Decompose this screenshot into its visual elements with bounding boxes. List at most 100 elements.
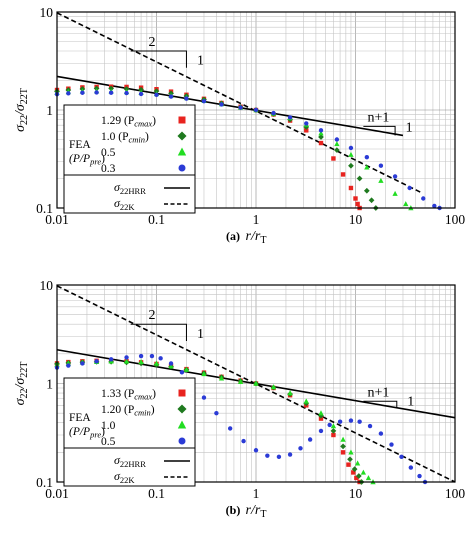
marker-circle <box>367 423 373 429</box>
x-tick-label: 10 <box>349 212 363 227</box>
marker-triangle <box>168 363 174 369</box>
marker-diamond <box>356 175 363 182</box>
marker-circle <box>66 363 71 368</box>
x-tick-label: 1 <box>253 212 260 227</box>
marker-triangle <box>348 151 354 157</box>
marker-circle <box>378 431 384 436</box>
marker-circle <box>392 174 398 179</box>
legend-group-label-2: (P/Ppre) <box>69 426 105 440</box>
marker-diamond <box>363 187 370 194</box>
x-tick-label: 0.01 <box>45 486 69 501</box>
legend-entry-label: 0.5 <box>101 436 116 448</box>
slope-k-label-1: 1 <box>197 54 204 69</box>
marker-triangle <box>303 398 309 404</box>
marker-diamond <box>177 404 187 414</box>
slope-triangle-hrr-shape <box>363 125 396 136</box>
marker-circle <box>80 90 85 95</box>
marker-square <box>178 116 186 124</box>
legend-hrr-label: σ22HRR <box>114 180 146 196</box>
marker-triangle <box>364 164 370 170</box>
marker-circle <box>241 438 246 444</box>
marker-square <box>318 140 324 146</box>
y-tick-label: 0.1 <box>36 475 53 490</box>
marker-circle <box>158 356 163 361</box>
x-axis-label: r/rT <box>246 229 267 246</box>
slope-hrr-label-n1: n+1 <box>367 385 389 400</box>
marker-circle <box>168 361 174 366</box>
marker-circle <box>407 185 412 191</box>
marker-square <box>354 475 359 481</box>
legend-group-label: FEA <box>69 139 91 151</box>
slope-k-label-2: 2 <box>148 308 155 323</box>
marker-circle <box>138 91 144 97</box>
legend-group-label-2: (P/Ppre) <box>69 153 105 167</box>
marker-square <box>348 185 354 191</box>
marker-diamond <box>355 473 362 479</box>
y-tick-label: 1 <box>46 103 53 118</box>
marker-circle <box>348 418 354 423</box>
marker-triangle <box>183 366 190 372</box>
marker-circle <box>337 419 343 424</box>
marker-triangle <box>253 380 259 386</box>
legend-entry-label: 1.20 (Pcmin) <box>101 404 155 418</box>
marker-circle <box>318 428 324 434</box>
marker-circle <box>178 437 186 445</box>
marker-circle <box>154 92 159 97</box>
marker-circle <box>307 437 313 442</box>
marker-circle <box>168 94 174 99</box>
legend-box <box>63 377 196 487</box>
marker-circle <box>66 91 71 96</box>
x-tick-label: 0.1 <box>148 212 165 227</box>
marker-triangle <box>177 147 187 156</box>
marker-diamond <box>330 428 337 434</box>
marker-square <box>340 450 346 455</box>
marker-circle <box>138 353 144 359</box>
slope-triangle-k <box>130 323 187 342</box>
hrr-field-line <box>56 75 404 137</box>
marker-circle <box>108 90 114 95</box>
marker-square <box>331 156 336 161</box>
marker-circle <box>287 115 293 120</box>
marker-diamond <box>348 162 354 169</box>
marker-triangle <box>360 469 367 475</box>
marker-circle <box>399 454 404 460</box>
k-field-line <box>56 12 421 193</box>
marker-circle <box>149 353 155 359</box>
panel-caption: (a) <box>226 229 240 243</box>
legend-box <box>63 104 196 214</box>
marker-diamond <box>318 412 324 419</box>
marker-diamond <box>108 85 114 92</box>
panel-caption: (b) <box>226 503 241 517</box>
marker-square <box>346 462 351 467</box>
plot-frame <box>56 11 456 209</box>
marker-circle <box>389 442 394 447</box>
marker-circle <box>348 145 354 151</box>
marker-circle <box>304 121 309 126</box>
marker-circle <box>253 448 259 453</box>
marker-triangle <box>348 449 354 455</box>
marker-triangle <box>403 201 409 207</box>
legend-k-label: σ22K <box>114 196 135 212</box>
marker-circle <box>298 446 303 451</box>
slope-triangle-hrr <box>363 400 398 409</box>
marker-circle <box>94 359 99 364</box>
marker-triangle <box>392 190 398 196</box>
legend-entry-label: 0.5 <box>101 147 116 159</box>
slope-triangle-hrr-shape <box>363 400 398 409</box>
legend-entry-label: 1.33 (Pcmax) <box>101 388 156 402</box>
y-tick-label: 10 <box>40 5 54 20</box>
marker-triangle <box>123 358 130 364</box>
marker-triangle <box>334 141 340 147</box>
marker-circle <box>184 96 189 101</box>
marker-circle <box>253 107 259 113</box>
marker-circle <box>124 355 129 360</box>
x-tick-label: 1 <box>253 486 260 501</box>
marker-triangle <box>218 375 225 381</box>
y-tick-label: 1 <box>46 377 53 392</box>
marker-circle <box>334 137 340 142</box>
marker-triangle <box>177 420 187 429</box>
marker-circle <box>408 465 414 470</box>
slope-hrr-label-n1: n+1 <box>367 110 389 125</box>
series-3 <box>54 90 442 211</box>
y-tick-label: 10 <box>40 278 54 293</box>
